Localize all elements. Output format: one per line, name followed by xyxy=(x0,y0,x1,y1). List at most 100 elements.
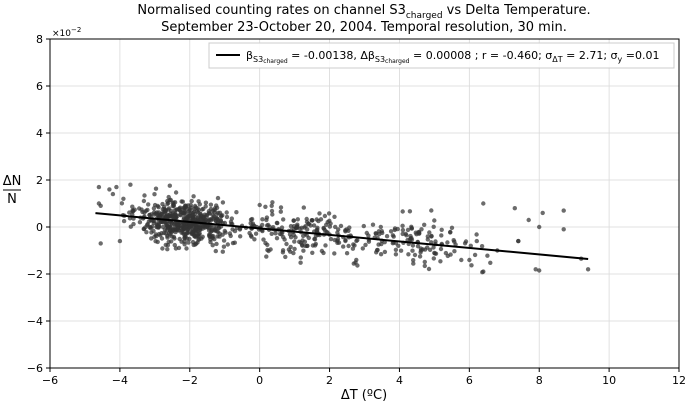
data-point xyxy=(163,214,168,220)
data-point xyxy=(472,252,478,258)
data-point xyxy=(270,200,275,205)
data-point xyxy=(343,238,348,244)
data-point xyxy=(408,237,413,242)
data-point xyxy=(354,238,359,244)
data-point xyxy=(350,246,356,251)
data-point xyxy=(300,238,305,243)
data-point xyxy=(147,212,152,218)
data-point xyxy=(376,229,382,234)
data-point xyxy=(189,198,194,204)
data-point xyxy=(405,227,411,233)
data-point xyxy=(469,263,474,268)
data-point xyxy=(388,229,394,234)
data-point xyxy=(488,260,493,265)
x-tick-label: 6 xyxy=(466,374,473,387)
x-tick-label: 10 xyxy=(602,374,616,387)
data-point xyxy=(275,220,280,226)
data-point xyxy=(161,230,167,236)
y-tick-label: −2 xyxy=(27,268,43,281)
data-point xyxy=(363,242,368,248)
data-point xyxy=(130,209,135,214)
data-point xyxy=(382,249,388,255)
data-point xyxy=(361,223,366,229)
axis-ticks: −6 −4 −2 0 2 4 6 8 10 12 −6 −4 −2 0 2 4 6 8 xyxy=(27,33,686,387)
data-point xyxy=(271,225,276,230)
y-tick-label: 4 xyxy=(36,127,43,140)
grid-lines xyxy=(50,39,679,368)
data-point xyxy=(182,235,187,240)
data-point xyxy=(332,237,337,243)
data-point xyxy=(332,214,337,219)
scatter-points xyxy=(96,182,591,275)
data-point xyxy=(227,231,233,236)
data-point xyxy=(467,257,472,263)
data-point xyxy=(431,256,436,261)
data-point xyxy=(234,210,239,215)
data-point xyxy=(171,203,176,209)
data-point xyxy=(561,227,566,232)
data-point xyxy=(332,251,337,256)
data-point xyxy=(288,244,293,250)
data-point xyxy=(540,210,545,216)
data-point xyxy=(166,200,171,206)
data-point xyxy=(537,224,542,230)
data-point xyxy=(160,246,165,251)
data-point xyxy=(479,244,485,249)
data-point xyxy=(201,215,206,220)
data-point xyxy=(351,242,356,247)
data-point xyxy=(183,225,188,231)
legend: βS3charged = -0.00138, ΔβS3charged = 0.0… xyxy=(208,42,675,69)
data-point xyxy=(533,267,538,272)
data-point xyxy=(269,208,275,214)
data-point xyxy=(328,236,334,242)
data-point xyxy=(179,199,184,204)
data-point xyxy=(384,234,390,239)
data-point xyxy=(164,228,169,233)
data-point xyxy=(193,242,198,247)
data-point xyxy=(232,240,237,245)
data-point xyxy=(526,217,531,223)
data-point xyxy=(326,211,332,216)
data-point xyxy=(264,223,270,228)
data-point xyxy=(392,226,398,231)
data-point xyxy=(422,259,427,265)
x-tick-label: 8 xyxy=(536,374,543,387)
data-point xyxy=(117,238,123,244)
data-point xyxy=(214,241,219,247)
data-point xyxy=(114,184,119,190)
data-point xyxy=(298,260,303,265)
data-point xyxy=(224,210,229,215)
data-point xyxy=(400,209,405,214)
x-tick-label: −4 xyxy=(112,374,128,387)
data-point xyxy=(378,252,384,257)
data-point xyxy=(314,217,319,222)
data-point xyxy=(147,224,152,230)
data-point xyxy=(229,216,234,221)
data-point xyxy=(347,225,352,230)
data-point xyxy=(416,231,422,236)
data-point xyxy=(167,183,172,188)
data-point xyxy=(185,215,190,220)
y-tick-label: 2 xyxy=(36,174,43,187)
data-point xyxy=(287,232,293,237)
data-point xyxy=(322,213,328,219)
data-point xyxy=(121,218,127,224)
data-point xyxy=(412,252,418,258)
data-point xyxy=(253,231,259,236)
data-point xyxy=(119,201,125,206)
data-point xyxy=(263,204,268,209)
data-point xyxy=(193,222,198,227)
data-point xyxy=(128,224,133,229)
data-point xyxy=(221,244,227,249)
data-point xyxy=(310,250,315,255)
data-point xyxy=(184,246,189,251)
data-point xyxy=(269,231,274,236)
data-point xyxy=(398,248,404,253)
data-point xyxy=(165,247,170,252)
data-point xyxy=(481,201,486,206)
legend-box xyxy=(208,42,675,69)
data-point xyxy=(208,202,214,207)
data-point xyxy=(438,259,443,264)
data-point xyxy=(143,208,149,213)
data-point xyxy=(210,243,215,248)
